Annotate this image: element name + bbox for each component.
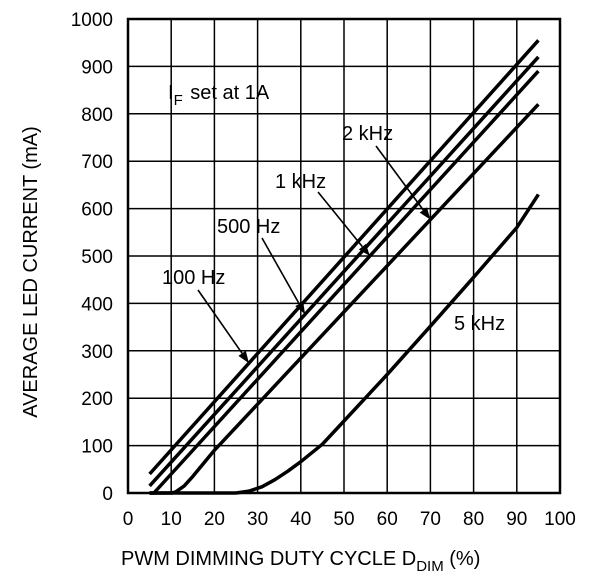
y-tick-label-200: 200 <box>81 389 113 410</box>
series-label-100-hz: 100 Hz <box>162 267 225 289</box>
y-tick-label-900: 900 <box>81 57 113 78</box>
series-label-1-khz: 1 kHz <box>275 171 326 193</box>
series-label-500-hz: 500 Hz <box>217 216 280 238</box>
x-axis-title-main: PWM DIMMING DUTY CYCLE D <box>121 548 416 570</box>
series-label-5-khz: 5 kHz <box>454 313 505 335</box>
condition-text: set at 1A <box>185 82 270 104</box>
x-tick-label-40: 40 <box>290 509 311 530</box>
y-tick-label-600: 600 <box>81 200 113 221</box>
y-tick-label-0: 0 <box>102 484 113 505</box>
x-tick-label-60: 60 <box>377 509 398 530</box>
series-curve-100-hz <box>148 39 540 476</box>
x-tick-label-80: 80 <box>463 509 484 530</box>
y-tick-label-500: 500 <box>81 247 113 268</box>
x-tick-label-20: 20 <box>204 509 225 530</box>
y-axis-title: AVERAGE LED CURRENT (mA) <box>20 126 42 418</box>
x-axis-title-subscript: DIM <box>416 558 444 575</box>
series-label-2-khz: 2 kHz <box>342 123 393 145</box>
y-tick-label-700: 700 <box>81 152 113 173</box>
series-arrow-head-1-khz <box>358 243 370 256</box>
condition-annotation: IF set at 1A <box>168 82 270 109</box>
series-arrow-line-2-khz <box>375 145 424 211</box>
y-tick-label-1000: 1000 <box>71 10 113 31</box>
x-tick-label-10: 10 <box>161 509 182 530</box>
series-labels: 100 Hz 500 Hz 1 kHz 2 kHz 5 kHz <box>162 123 505 335</box>
tick-labels: 0 10 20 30 40 50 60 70 80 90 100010020030040050060… <box>71 10 576 530</box>
series-arrow-head-100-hz <box>238 350 249 364</box>
series-arrows <box>197 145 431 364</box>
x-tick-label-30: 30 <box>247 509 268 530</box>
x-tick-label-100: 100 <box>544 509 576 530</box>
x-tick-label-90: 90 <box>506 509 527 530</box>
condition-subscript: F <box>174 92 183 109</box>
condition-symbol: I <box>168 82 174 104</box>
y-tick-label-400: 400 <box>81 294 113 315</box>
y-tick-label-100: 100 <box>81 437 113 458</box>
series-arrow-head-2-khz <box>419 207 431 220</box>
x-tick-label-0: 0 <box>123 509 134 530</box>
series-curve-500-hz <box>148 55 540 488</box>
series-arrow-line-500-hz <box>261 237 300 305</box>
series-curve-5-khz <box>149 193 540 495</box>
series-arrow-head-500-hz <box>295 301 306 315</box>
x-axis-title-suffix: (%) <box>444 548 481 570</box>
y-tick-label-300: 300 <box>81 342 113 363</box>
x-axis-title: PWM DIMMING DUTY CYCLE DDIM (%) <box>121 548 480 575</box>
x-tick-label-70: 70 <box>420 509 441 530</box>
y-tick-label-800: 800 <box>81 105 113 126</box>
series-arrow-line-100-hz <box>197 289 243 354</box>
x-tick-label-50: 50 <box>333 509 354 530</box>
series-arrow-line-1-khz <box>317 191 363 248</box>
plot-frame <box>126 17 562 495</box>
